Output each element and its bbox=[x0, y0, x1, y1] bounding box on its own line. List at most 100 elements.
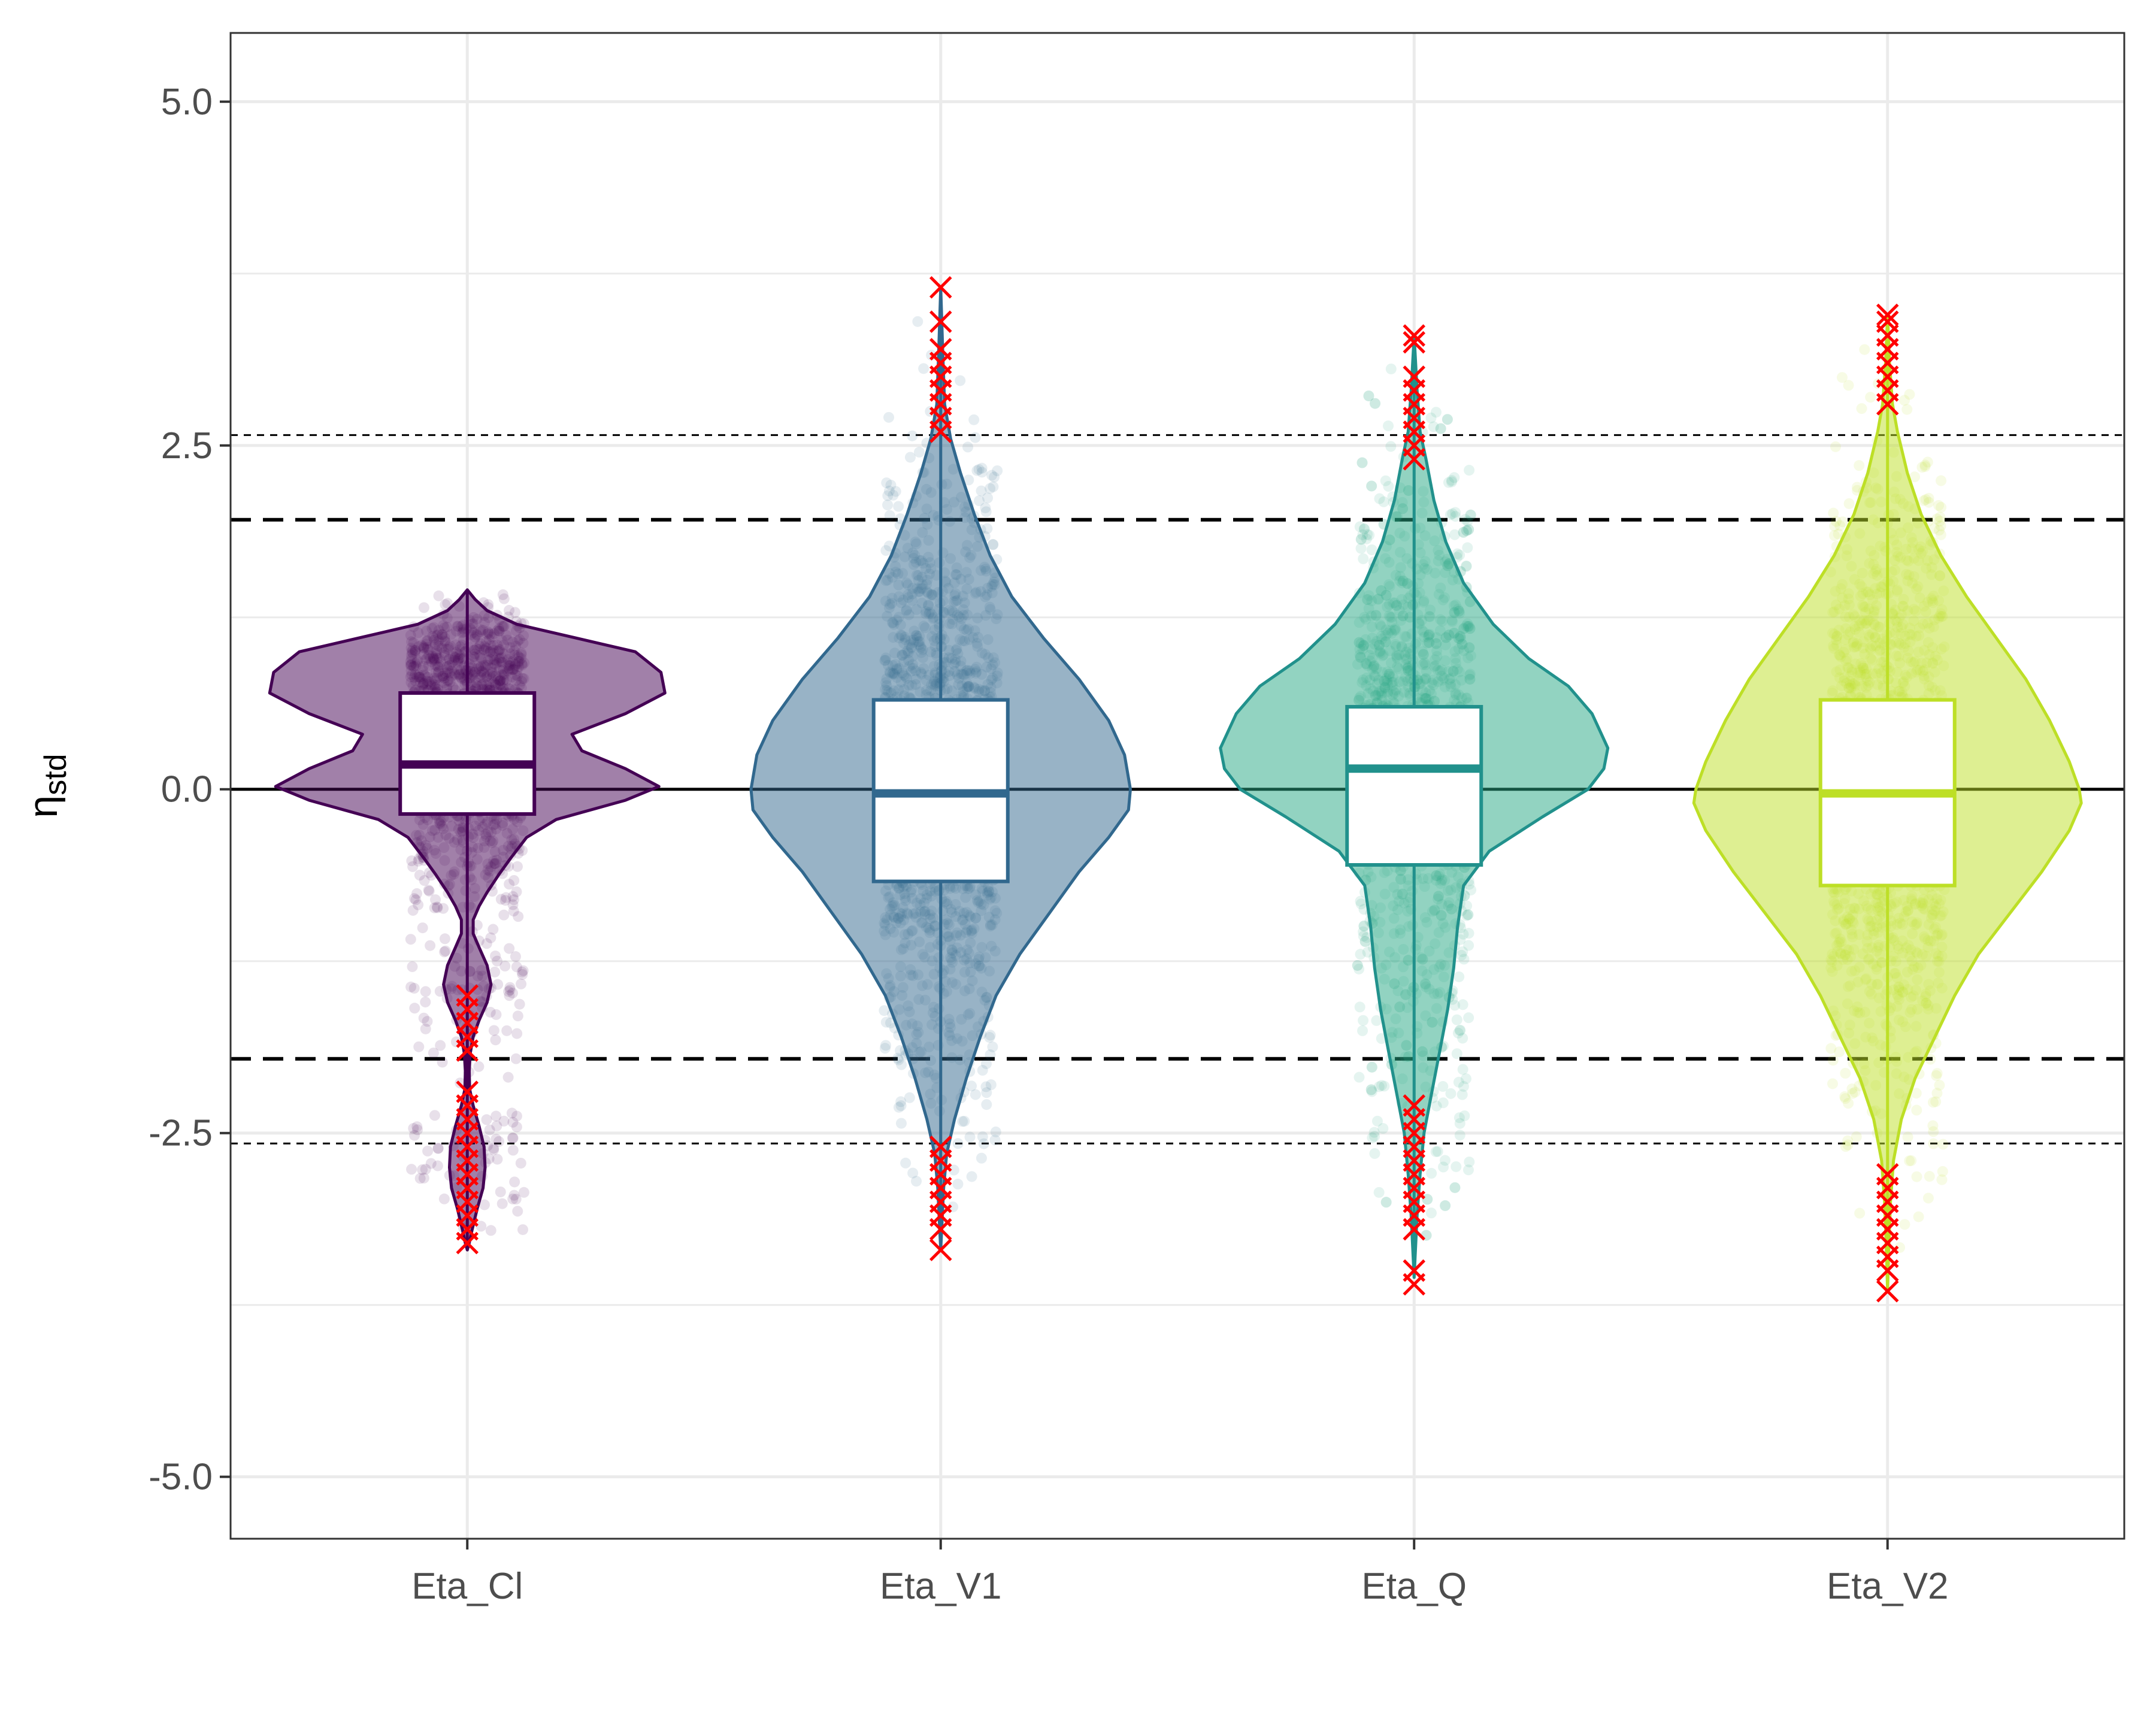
jitter-point bbox=[883, 485, 895, 497]
jitter-point bbox=[1353, 1072, 1365, 1083]
jitter-point bbox=[481, 938, 492, 949]
jitter-point bbox=[904, 452, 916, 463]
jitter-point bbox=[1463, 928, 1474, 939]
jitter-point bbox=[1452, 1027, 1464, 1039]
jitter-point bbox=[989, 471, 1000, 483]
jitter-point bbox=[948, 1164, 959, 1176]
jitter-point bbox=[1359, 936, 1371, 947]
jitter-point bbox=[1446, 476, 1457, 488]
jitter-point bbox=[1446, 475, 1458, 486]
jitter-point bbox=[1365, 1084, 1377, 1095]
jitter-point bbox=[1455, 1024, 1466, 1036]
jitter-point bbox=[962, 441, 974, 453]
jitter-point bbox=[883, 540, 895, 552]
jitter-point bbox=[411, 888, 423, 899]
jitter-point bbox=[1924, 1171, 1935, 1182]
jitter-point bbox=[1442, 414, 1453, 425]
jitter-point bbox=[981, 1099, 992, 1110]
jitter-point bbox=[492, 955, 503, 967]
jitter-point bbox=[476, 1221, 487, 1232]
jitter-point bbox=[1379, 1081, 1390, 1092]
jitter-point bbox=[490, 1110, 502, 1122]
jitter-point bbox=[429, 1110, 440, 1121]
jitter-point bbox=[980, 1058, 992, 1069]
outlier-x-mark bbox=[929, 1218, 952, 1241]
jitter-point bbox=[957, 1116, 968, 1127]
jitter-point bbox=[1367, 1132, 1378, 1143]
jitter-point bbox=[439, 933, 450, 945]
jitter-point bbox=[895, 1096, 907, 1107]
jitter-point bbox=[1457, 999, 1468, 1010]
jitter-point bbox=[1461, 525, 1472, 536]
jitter-point bbox=[508, 906, 519, 917]
jitter-point bbox=[978, 1138, 989, 1149]
jitter-point bbox=[422, 1145, 434, 1157]
jitter-point bbox=[411, 1121, 423, 1133]
jitter-point bbox=[407, 861, 419, 872]
jitter-point bbox=[1439, 1155, 1451, 1166]
jitter-point bbox=[508, 875, 520, 886]
jitter-point bbox=[488, 1144, 499, 1155]
jitter-point bbox=[439, 946, 450, 958]
jitter-point bbox=[1460, 1073, 1471, 1085]
jitter-point bbox=[1380, 475, 1391, 486]
jitter-point bbox=[493, 1136, 505, 1147]
jitter-point bbox=[508, 1190, 520, 1201]
jitter-point bbox=[1361, 932, 1373, 943]
jitter-point bbox=[985, 1030, 996, 1041]
jitter-point bbox=[438, 1193, 450, 1205]
jitter-point bbox=[976, 485, 987, 497]
jitter-point bbox=[1352, 960, 1363, 971]
jitter-point bbox=[1355, 895, 1366, 907]
jitter-point bbox=[1357, 529, 1368, 540]
jitter-point bbox=[1383, 420, 1394, 432]
jitter-point bbox=[511, 886, 522, 897]
jitter-point bbox=[1366, 480, 1377, 492]
jitter-point bbox=[409, 1003, 420, 1014]
jitter-point bbox=[973, 464, 985, 475]
jitter-point bbox=[504, 990, 515, 1001]
jitter-point bbox=[510, 1194, 522, 1205]
jitter-point bbox=[904, 1092, 915, 1103]
jitter-point bbox=[517, 969, 528, 980]
jitter-point bbox=[988, 539, 999, 550]
jitter-point bbox=[1464, 1156, 1475, 1167]
jitter-point bbox=[507, 1145, 519, 1156]
jitter-point bbox=[1357, 1025, 1368, 1036]
jitter-point bbox=[1456, 1089, 1468, 1100]
jitter-point bbox=[964, 1131, 976, 1143]
jitter-point bbox=[440, 945, 451, 957]
jitter-point bbox=[882, 490, 894, 501]
jitter-point bbox=[431, 901, 443, 913]
jitter-point bbox=[492, 979, 504, 990]
jitter-point bbox=[1452, 548, 1463, 559]
jitter-point bbox=[1461, 900, 1473, 912]
jitter-point bbox=[1369, 1131, 1380, 1142]
jitter-point bbox=[1370, 398, 1381, 409]
jitter-point bbox=[1435, 423, 1446, 434]
jitter-point bbox=[893, 501, 904, 512]
jitter-point bbox=[1432, 1146, 1443, 1157]
jitter-point bbox=[473, 1061, 485, 1072]
jitter-point bbox=[429, 902, 440, 913]
jitter-point bbox=[968, 414, 980, 425]
jitter-point bbox=[883, 411, 895, 423]
jitter-point bbox=[1430, 407, 1442, 418]
outlier-x-mark bbox=[456, 1231, 479, 1255]
jitter-point bbox=[440, 599, 451, 610]
jitter-point bbox=[513, 911, 524, 922]
jitter-point bbox=[408, 893, 420, 904]
jitter-point bbox=[407, 904, 419, 916]
jitter-point bbox=[422, 1016, 433, 1027]
jitter-point bbox=[1449, 1182, 1461, 1193]
jitter-point bbox=[504, 982, 516, 993]
jitter-point bbox=[1463, 940, 1474, 951]
jitter-point bbox=[973, 495, 985, 507]
jitter-point bbox=[432, 1143, 444, 1154]
jitter-point bbox=[496, 1198, 508, 1209]
jitter-point bbox=[1366, 1086, 1377, 1097]
jitter-point bbox=[1426, 1167, 1437, 1179]
jitter-point bbox=[413, 855, 424, 867]
jitter-point bbox=[976, 462, 988, 474]
jitter-point bbox=[485, 1225, 496, 1236]
